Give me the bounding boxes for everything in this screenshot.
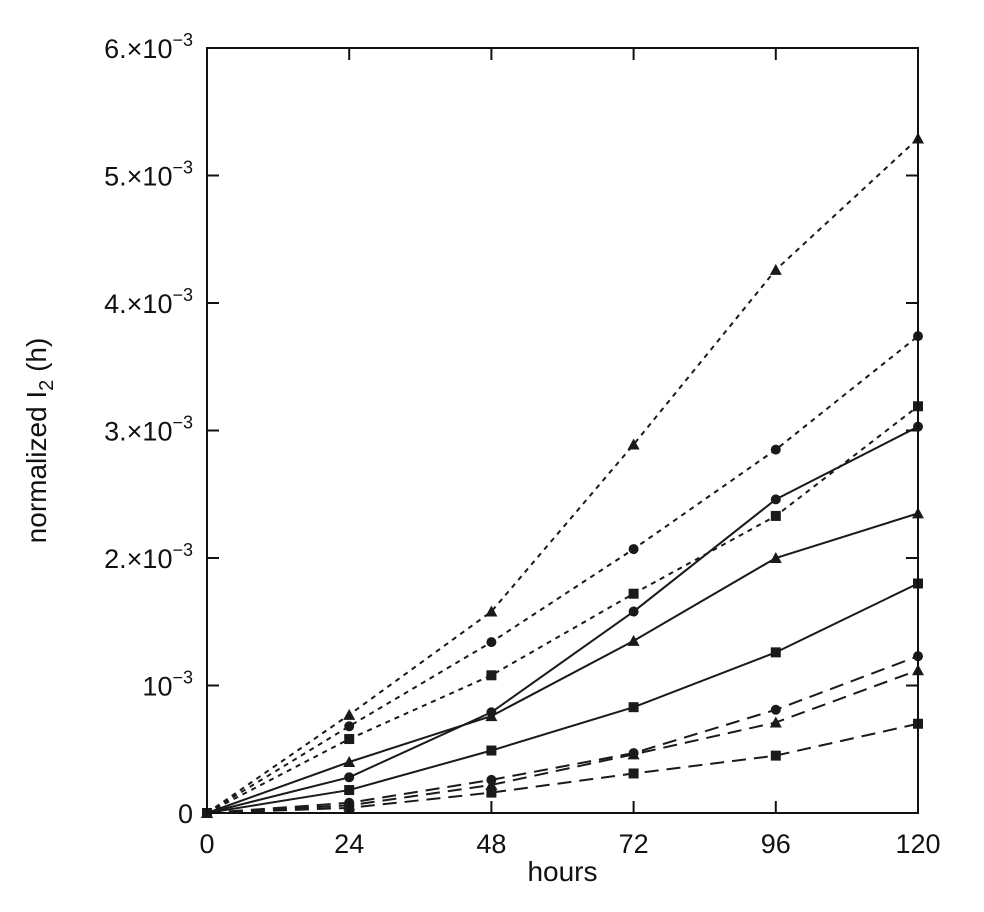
y-tick-label: 2.×10−3	[104, 540, 193, 574]
series-line	[206, 425, 919, 814]
y-tick-label: 0	[178, 799, 193, 829]
data-point	[485, 710, 498, 722]
x-axis-title: hours	[527, 856, 597, 887]
series-line	[206, 405, 919, 814]
y-axis: 0 10−3 2.×10−3 3.×10−3 4.×10−3 5.×10−3 6.×10−3	[104, 30, 918, 829]
series-line	[206, 669, 919, 814]
data-point	[344, 734, 355, 745]
data-point	[486, 787, 497, 798]
series-3	[202, 401, 923, 818]
y-axis-title-suffix: (h)	[21, 338, 52, 380]
data-point	[628, 768, 639, 779]
x-tick-label: 48	[476, 829, 506, 859]
data-point	[627, 748, 640, 760]
data-point	[628, 606, 639, 617]
series-7	[202, 651, 923, 818]
y-tick-label: 5.×10−3	[104, 158, 193, 192]
series-line	[206, 655, 919, 814]
x-axis: 0 24 48 72 96 120	[199, 48, 941, 859]
data-point	[485, 605, 498, 617]
series-line	[206, 722, 919, 814]
data-point	[627, 438, 640, 450]
data-point	[769, 263, 782, 275]
series-2	[202, 331, 923, 818]
series-9	[202, 718, 923, 818]
series-line	[206, 137, 919, 814]
data-point	[770, 750, 781, 761]
x-tick-label: 0	[199, 829, 214, 859]
plot-frame	[206, 47, 919, 814]
series-line	[206, 582, 919, 814]
data-point	[628, 702, 639, 713]
series-1	[201, 132, 924, 818]
y-tick-label: 4.×10−3	[104, 285, 193, 319]
data-point	[770, 444, 781, 455]
data-point	[628, 588, 639, 599]
data-point	[769, 716, 782, 728]
data-point	[486, 670, 497, 681]
x-tick-label: 72	[619, 829, 649, 859]
data-point	[344, 785, 355, 796]
data-point	[343, 756, 356, 767]
series-8	[201, 664, 924, 818]
data-point	[770, 510, 781, 521]
chart-marks	[201, 132, 924, 818]
data-point	[770, 647, 781, 658]
x-tick-label: 24	[334, 829, 364, 859]
series-line	[206, 335, 919, 814]
data-point	[770, 704, 781, 715]
x-tick-label: 120	[895, 829, 940, 859]
data-point	[627, 634, 640, 646]
series-4	[202, 421, 923, 818]
data-point	[486, 745, 497, 756]
data-point	[628, 544, 639, 555]
data-point	[486, 637, 497, 648]
series-line	[206, 512, 919, 814]
y-tick-label: 10−3	[142, 668, 193, 702]
y-axis-title: normalized I2 (h)	[21, 338, 58, 544]
data-point	[770, 494, 781, 505]
y-axis-title-subscript: 2	[36, 380, 58, 391]
y-tick-label: 6.×10−3	[104, 30, 193, 64]
data-point	[343, 708, 356, 720]
y-axis-title-main: normalized I	[21, 391, 52, 544]
data-point	[344, 721, 355, 732]
x-tick-label: 96	[761, 829, 791, 859]
data-point	[344, 772, 355, 783]
y-tick-label: 3.×10−3	[104, 413, 193, 447]
data-point	[485, 778, 498, 790]
data-point	[769, 552, 782, 563]
